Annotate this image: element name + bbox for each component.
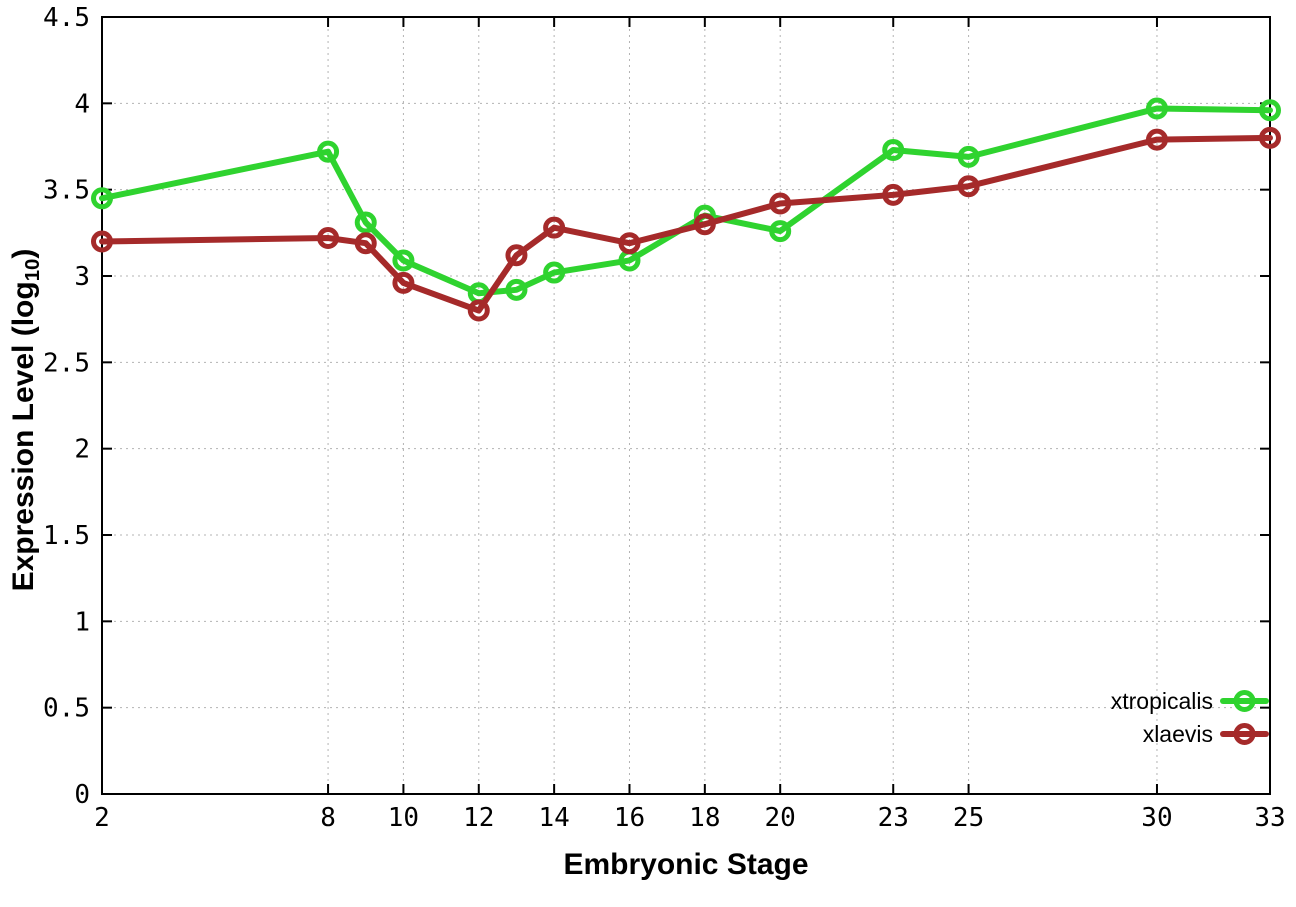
data-point-xlaevis bbox=[769, 192, 792, 215]
x-tick-label: 12 bbox=[463, 803, 494, 833]
y-axis-title-text: Expression Level (log bbox=[6, 281, 40, 592]
y-tick-label: 2 bbox=[74, 435, 90, 465]
data-point-xtropicalis bbox=[392, 249, 415, 272]
y-axis-title-close: ) bbox=[6, 248, 40, 259]
data-point-xlaevis bbox=[467, 299, 490, 322]
legend-sample-marker-xtropicalis bbox=[1233, 690, 1256, 712]
data-point-xtropicalis bbox=[317, 140, 340, 163]
data-point-xlaevis bbox=[505, 244, 528, 267]
legend-sample-marker-xlaevis bbox=[1233, 723, 1256, 745]
x-axis-title: Embryonic Stage bbox=[563, 848, 809, 881]
data-point-xtropicalis bbox=[505, 278, 528, 301]
series-line-xtropicalis bbox=[99, 105, 1273, 297]
x-tick-label: 16 bbox=[614, 803, 645, 833]
x-tick-label: 30 bbox=[1141, 803, 1172, 833]
x-tick-label: 25 bbox=[953, 803, 984, 833]
legend-label-xtropicalis: xtropicalis bbox=[1111, 688, 1213, 714]
data-point-xtropicalis bbox=[91, 187, 113, 210]
data-point-xlaevis bbox=[957, 175, 980, 198]
x-tick-label: 14 bbox=[538, 803, 569, 833]
legend-label-xlaevis: xlaevis bbox=[1143, 721, 1213, 747]
data-point-xtropicalis bbox=[1145, 97, 1168, 120]
data-point-xtropicalis bbox=[1259, 99, 1281, 122]
data-point-xtropicalis bbox=[957, 145, 980, 168]
data-point-xlaevis bbox=[91, 230, 113, 253]
y-tick-label: 4 bbox=[74, 89, 90, 119]
data-point-xlaevis bbox=[317, 227, 340, 250]
x-tick-label: 8 bbox=[320, 803, 336, 833]
y-tick-label: 1 bbox=[74, 607, 90, 637]
data-point-xlaevis bbox=[354, 232, 377, 255]
data-point-xlaevis bbox=[1259, 126, 1281, 149]
y-axis-title: Expression Level (log10) bbox=[7, 249, 45, 592]
data-point-xtropicalis bbox=[769, 220, 792, 243]
data-point-xlaevis bbox=[618, 232, 641, 255]
y-tick-label: 2.5 bbox=[43, 348, 90, 378]
x-tick-label: 18 bbox=[689, 803, 720, 833]
y-tick-label: 3 bbox=[74, 262, 90, 292]
data-point-xlaevis bbox=[1145, 128, 1168, 151]
y-tick-label: 0.5 bbox=[43, 694, 90, 724]
data-point-xlaevis bbox=[543, 216, 566, 239]
x-tick-label: 20 bbox=[765, 803, 796, 833]
y-tick-label: 1.5 bbox=[43, 521, 90, 551]
x-tick-label: 33 bbox=[1254, 803, 1285, 833]
x-tick-label: 2 bbox=[94, 803, 110, 833]
data-point-xlaevis bbox=[392, 271, 415, 294]
data-point-xlaevis bbox=[882, 183, 905, 206]
y-tick-label: 3.5 bbox=[43, 176, 90, 206]
data-point-xtropicalis bbox=[354, 211, 377, 234]
data-point-xtropicalis bbox=[543, 261, 566, 284]
data-point-xlaevis bbox=[693, 213, 716, 236]
y-tick-label: 4.5 bbox=[43, 3, 90, 33]
y-tick-label: 0 bbox=[74, 780, 90, 810]
data-point-xtropicalis bbox=[882, 138, 905, 161]
y-axis-title-subscript: 10 bbox=[22, 258, 45, 282]
x-tick-label: 23 bbox=[878, 803, 909, 833]
plot-border bbox=[101, 16, 1271, 795]
x-tick-label: 10 bbox=[388, 803, 419, 833]
